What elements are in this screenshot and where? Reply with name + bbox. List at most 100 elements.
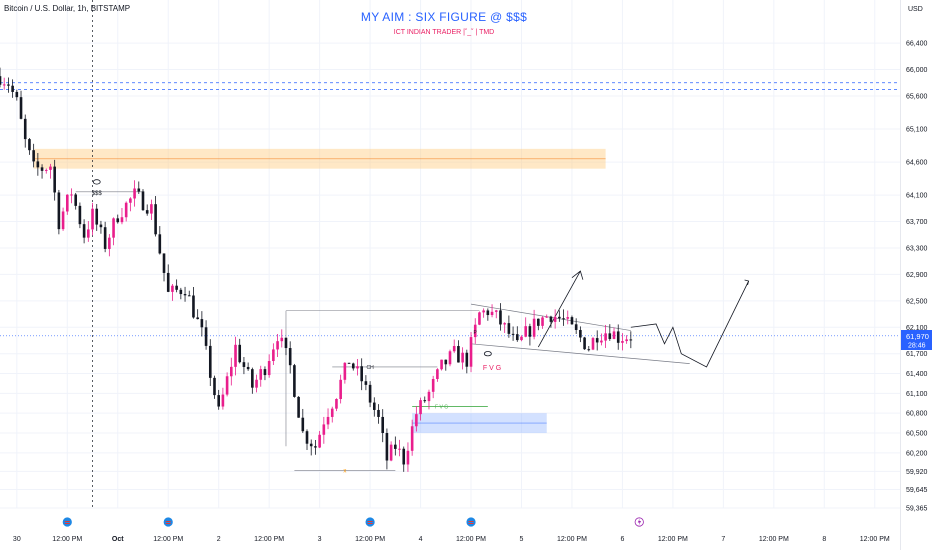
candle-body: [221, 394, 225, 407]
candle-body: [452, 346, 456, 352]
candle-body: [347, 362, 351, 364]
candle-body: [108, 237, 111, 249]
candle-body: [162, 253, 166, 273]
candle-body: [124, 202, 128, 218]
annotations-layer: $$$ CH x F V G F V G P: [92, 179, 501, 475]
zones-layer: [33, 148, 606, 433]
candle-body: [95, 208, 99, 225]
candle-body: [230, 366, 233, 377]
candle-body: [507, 323, 511, 334]
candle-body: [208, 345, 212, 378]
candle-body: [112, 218, 115, 238]
candle-body: [621, 341, 624, 343]
candle-body: [410, 426, 414, 451]
price-tick-label: 62,500: [906, 298, 928, 305]
candle-body: [537, 318, 540, 326]
candle-body: [297, 396, 300, 418]
candle-body: [444, 359, 448, 365]
candle-body: [217, 395, 220, 407]
candle-body: [486, 310, 490, 316]
fvg-label-small: F V G: [435, 405, 448, 411]
candle-body: [461, 352, 464, 363]
projection-path: [630, 280, 749, 368]
symbol-title[interactable]: Bitcoin / U.S. Dollar, 1h, BITSTAMP: [4, 4, 131, 13]
candle-body: [532, 318, 536, 337]
candle-body: [0, 76, 2, 85]
time-tick-label: 8: [822, 536, 826, 543]
currency-label[interactable]: USD: [908, 6, 923, 13]
price-axis-divider: [900, 0, 901, 550]
candle-body: [284, 337, 288, 349]
candle-body: [541, 317, 544, 326]
candle-body: [436, 369, 439, 380]
candle-body: [82, 224, 86, 238]
candle-body: [402, 448, 406, 465]
candle-body: [251, 369, 254, 388]
flag-stripe: [468, 521, 474, 522]
candle-body: [398, 448, 401, 450]
candle-body: [116, 218, 120, 223]
candle-body: [11, 85, 14, 92]
candle-body: [49, 166, 52, 170]
candle-body: [604, 333, 607, 341]
price-axis[interactable]: 66,400 66,000 65,600 65,100 64,600 64,100 63,7…: [906, 41, 928, 513]
time-tick-label: 7: [721, 536, 725, 543]
candle-body: [440, 359, 443, 370]
breakout-arrow: [537, 270, 581, 348]
price-tick-label: 61,400: [906, 371, 928, 378]
candle-body: [246, 366, 250, 370]
candle-body: [213, 377, 216, 396]
candle-body: [503, 323, 506, 325]
candle-body: [368, 384, 372, 403]
breakout-arrowhead: [571, 270, 584, 280]
candle-body: [87, 229, 90, 238]
candle-body: [549, 316, 553, 322]
price-tick-label: 59,920: [906, 469, 928, 476]
candle-body: [587, 349, 591, 351]
time-axis[interactable]: 30 12:00 PM Oct 12:00 PM 2 12:00 PM 3 12:00 PM 4…: [13, 536, 890, 543]
time-tick-label: 12:00 PM: [759, 536, 789, 543]
candle-body: [192, 295, 195, 318]
choch-label: CH: [366, 365, 374, 371]
candle-body: [335, 399, 338, 409]
candle-body: [583, 337, 586, 350]
time-tick-label: 30: [13, 536, 21, 543]
candle-body: [255, 379, 258, 388]
candle-body: [53, 166, 56, 193]
candle-body: [272, 349, 275, 362]
candle-body: [381, 416, 385, 434]
candle-body: [242, 362, 246, 367]
candle-body: [91, 208, 94, 230]
candle-body: [339, 379, 342, 400]
candle-body: [465, 352, 469, 367]
candle-body: [394, 444, 397, 449]
liquidity-label: $$$: [92, 191, 103, 197]
candle-body: [204, 327, 208, 346]
flag-stripe: [468, 523, 474, 524]
candle-body: [288, 348, 292, 366]
time-tick-label: 2: [217, 536, 221, 543]
candle-body: [490, 311, 494, 316]
candle-body: [15, 91, 19, 98]
candle-body: [625, 339, 628, 342]
price-tick-label: 60,200: [906, 450, 928, 457]
candle-body: [629, 339, 633, 341]
time-tick-label: 12:00 PM: [52, 536, 82, 543]
candle-body: [616, 331, 620, 343]
price-tick-label: 66,400: [906, 41, 928, 48]
candle-body: [276, 341, 279, 350]
price-tick-label: 66,000: [906, 67, 928, 74]
candle-body: [78, 205, 82, 225]
wedge-lower-line: [470, 343, 690, 364]
candle-body: [423, 400, 427, 402]
candle-body: [158, 234, 162, 254]
candle-body: [137, 188, 141, 192]
candle-body: [356, 366, 359, 369]
candle-body: [40, 167, 44, 171]
candle-body: [448, 351, 452, 365]
candle-body: [579, 329, 582, 338]
candle-body: [528, 326, 532, 337]
candle-body: [499, 310, 502, 325]
candle-body: [553, 316, 557, 322]
